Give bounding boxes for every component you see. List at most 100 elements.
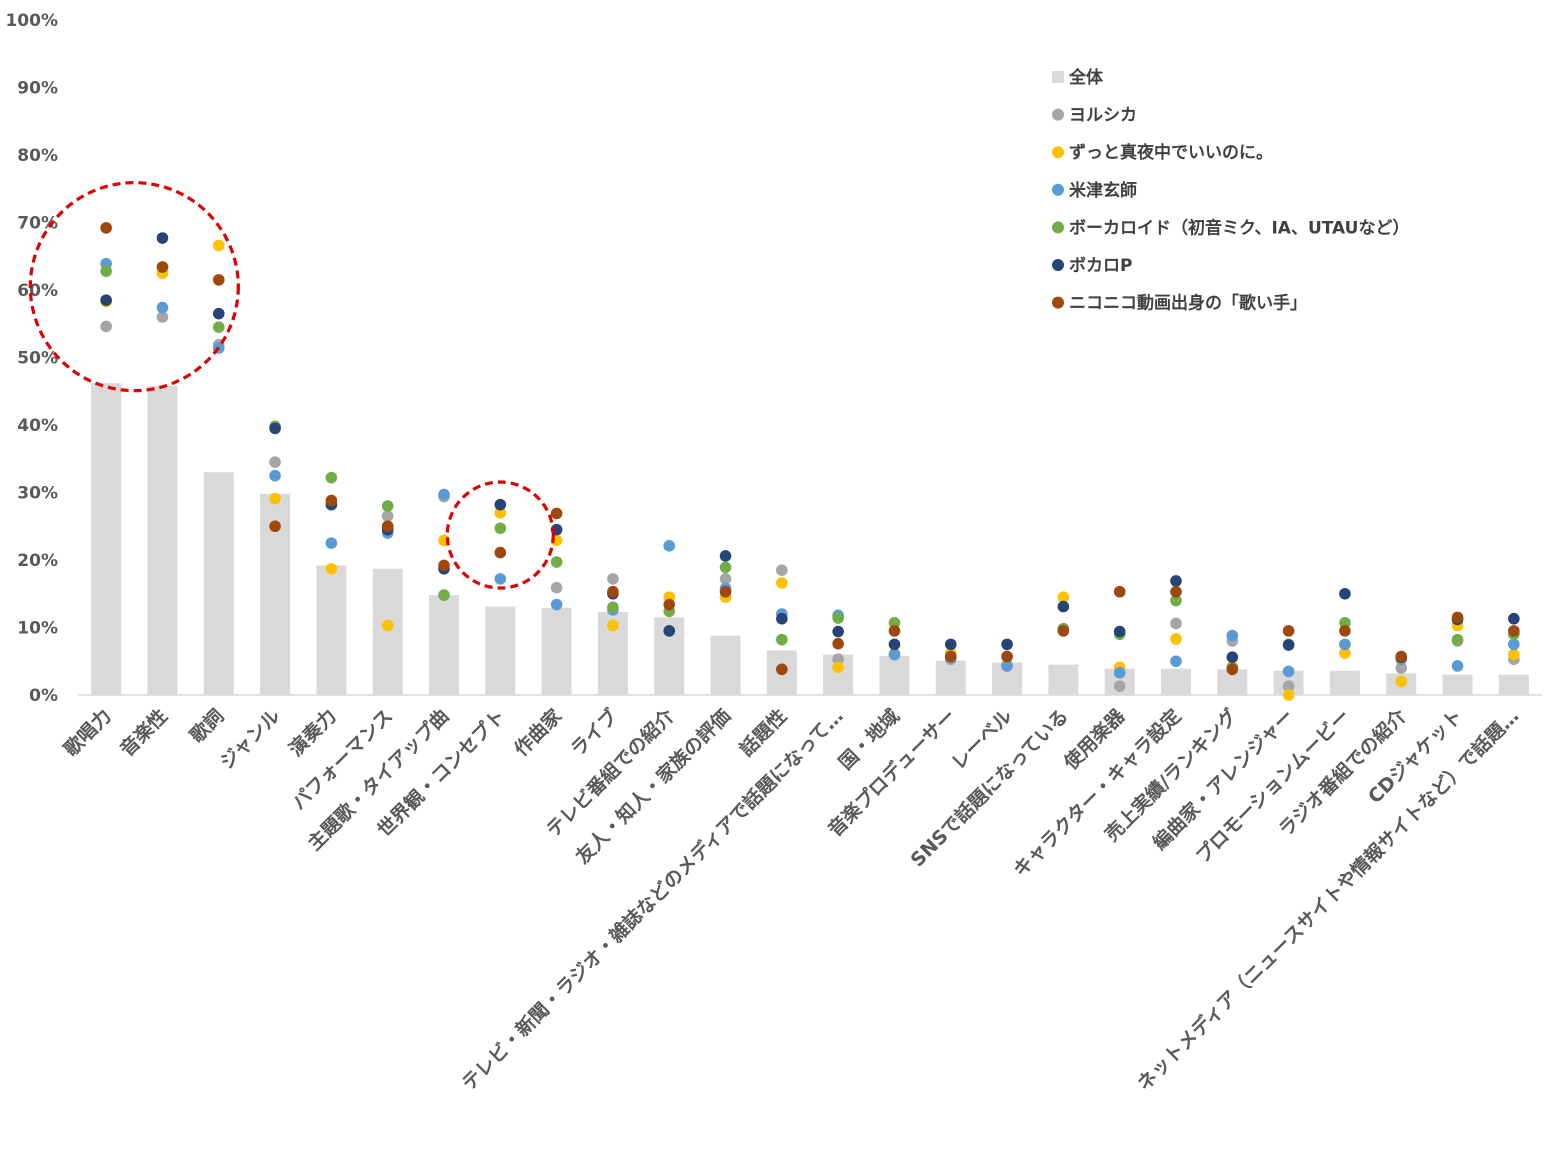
data-point (888, 625, 901, 637)
data-point (888, 616, 901, 629)
highlight-circle (28, 181, 240, 393)
legend-label: 全体 (1068, 67, 1104, 88)
data-point (1226, 663, 1239, 676)
data-point (156, 311, 169, 323)
data-point (381, 619, 394, 632)
data-point (550, 556, 563, 568)
data-point (944, 638, 957, 651)
legend-marker (1052, 259, 1064, 271)
data-point (100, 320, 112, 333)
data-point (1001, 660, 1013, 672)
x-tick-label: 歌詞 (185, 704, 228, 747)
data-point (1282, 639, 1295, 651)
bar (429, 595, 459, 695)
data-point (776, 633, 788, 646)
data-point (550, 507, 563, 520)
data-point (494, 522, 507, 535)
data-point (494, 546, 507, 559)
data-point (1057, 625, 1070, 637)
x-tick-label: ライブ (566, 704, 623, 761)
data-point (438, 559, 450, 572)
data-point (663, 598, 676, 611)
data-point (1395, 675, 1408, 688)
legend-label: ボーカロイド（初音ミク、IA、UTAUなど） (1069, 217, 1409, 238)
data-point (607, 585, 619, 598)
data-point (1508, 638, 1520, 651)
data-point (607, 573, 619, 585)
data-point (1113, 585, 1126, 598)
data-point (550, 581, 563, 594)
bar (1048, 664, 1079, 695)
data-point (269, 520, 281, 533)
data-point (1395, 650, 1408, 663)
data-point (212, 307, 225, 320)
data-point (494, 498, 507, 511)
legend-swatch (1052, 71, 1064, 83)
data-point (776, 612, 788, 625)
data-point (1451, 611, 1464, 624)
legend-label: ボカロP (1069, 256, 1132, 276)
bar (316, 565, 347, 695)
data-point (1001, 650, 1013, 663)
data-point (212, 274, 225, 286)
data-point (1282, 689, 1295, 701)
data-point (1170, 585, 1182, 598)
data-point (1170, 617, 1182, 630)
data-point (1170, 594, 1182, 607)
data-point (438, 589, 450, 601)
legend-marker (1052, 221, 1064, 234)
data-point (100, 222, 112, 234)
data-point (776, 564, 788, 576)
data-point (1339, 647, 1351, 659)
data-point (494, 506, 507, 519)
data-point (719, 561, 732, 574)
data-point (1170, 655, 1182, 668)
data-point (325, 471, 338, 484)
data-point (100, 265, 112, 277)
x-tick-label: 作曲家 (510, 704, 567, 761)
bar (203, 472, 234, 695)
data-point (1001, 638, 1013, 651)
data-point (832, 625, 844, 638)
data-point (1395, 662, 1408, 674)
data-point (1057, 600, 1070, 613)
bar (879, 655, 910, 695)
y-tick-label: 60% (17, 281, 58, 301)
data-point (888, 638, 901, 651)
bar (91, 383, 122, 695)
data-point (381, 520, 394, 533)
annotations (28, 181, 555, 590)
data-point (156, 261, 169, 273)
legend-marker (1052, 108, 1064, 121)
data-point (325, 562, 338, 575)
data-point (776, 577, 788, 589)
y-tick-label: 10% (17, 619, 58, 639)
legend-label: 米津玄師 (1069, 180, 1137, 201)
bar (147, 385, 178, 695)
data-point (1170, 633, 1182, 645)
data-point (1508, 612, 1520, 625)
x-tick-label: 音楽性 (115, 704, 172, 761)
x-tick-label: 話題性 (735, 704, 792, 761)
y-axis-ticks: 0% 10% 20% 30% 40% 50% 60% 70% 80% 90% 100% (5, 11, 58, 706)
data-point (1339, 625, 1351, 637)
data-point (494, 573, 507, 585)
legend-label: ずっと真夜中でいいのに。 (1069, 142, 1273, 163)
y-tick-label: 80% (17, 146, 58, 166)
data-point (607, 601, 619, 614)
x-tick-label: パフォーマンス (288, 705, 397, 814)
y-tick-label: 50% (17, 349, 58, 369)
legend-marker (1052, 183, 1064, 196)
data-point (381, 500, 394, 512)
legend-marker (1052, 146, 1064, 159)
data-point (1113, 666, 1126, 679)
data-point (944, 650, 957, 663)
data-point (156, 232, 169, 244)
y-tick-label: 20% (17, 551, 58, 571)
data-point (1282, 625, 1295, 637)
data-point (832, 661, 844, 674)
data-point (1170, 575, 1182, 587)
bar (541, 607, 572, 695)
data-point (325, 537, 338, 549)
